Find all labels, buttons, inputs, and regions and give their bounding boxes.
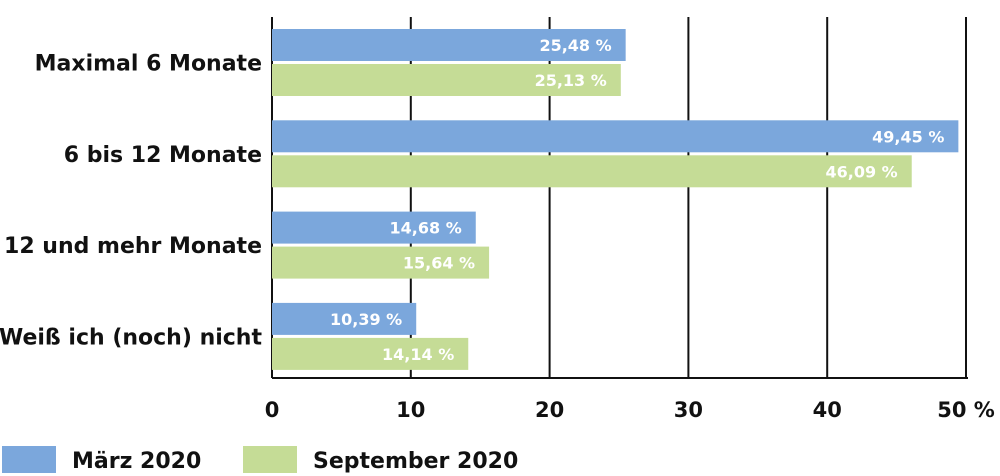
bar-maerz-2 xyxy=(272,211,476,244)
bar-september-0 xyxy=(272,64,621,96)
bar-maerz-3 xyxy=(272,302,417,335)
legend-label-1: September 2020 xyxy=(313,449,518,474)
legend-swatch-0 xyxy=(2,446,56,473)
bar-september-2 xyxy=(272,246,490,279)
bars xyxy=(272,29,959,370)
bar-label-maerz-2: 14,68 % xyxy=(390,219,462,238)
bar-label-maerz-1: 49,45 % xyxy=(872,127,944,146)
category-label-0: Maximal 6 Monate xyxy=(35,52,262,77)
tick-label-0: 0 xyxy=(265,398,280,422)
category-label-1: 6 bis 12 Monate xyxy=(64,143,262,168)
bar-label-maerz-0: 25,48 % xyxy=(539,36,611,55)
bar-maerz-0 xyxy=(272,29,626,61)
bar-september-1 xyxy=(272,155,912,188)
category-label-2: 12 und mehr Monate xyxy=(4,234,262,259)
category-labels: Maximal 6 Monate 6 bis 12 Monate 12 und me… xyxy=(0,52,262,351)
legend-swatch-1 xyxy=(243,446,297,473)
bar-september-3 xyxy=(272,337,469,370)
tick-labels: 0 10 20 30 40 50 % xyxy=(265,398,995,422)
bar-label-maerz-3: 10,39 % xyxy=(330,310,402,329)
bar-label-september-0: 25,13 % xyxy=(535,71,607,90)
bar-label-september-3: 14,14 % xyxy=(382,345,454,364)
tick-label-20: 20 xyxy=(535,398,564,422)
bar-labels: 25,48 % 25,13 % 49,45 % 46,09 % 14,68 % 15,64… xyxy=(330,36,944,364)
bar-label-september-2: 15,64 % xyxy=(403,254,475,273)
bar-maerz-1 xyxy=(272,120,959,153)
tick-label-40: 40 xyxy=(813,398,842,422)
tick-label-10: 10 xyxy=(396,398,425,422)
legend: März 2020 September 2020 xyxy=(2,446,518,474)
category-label-3: Weiß ich (noch) nicht xyxy=(0,325,262,350)
legend-label-0: März 2020 xyxy=(72,449,201,474)
tick-label-50: 50 % xyxy=(937,398,995,422)
bar-label-september-1: 46,09 % xyxy=(826,162,898,181)
tick-label-30: 30 xyxy=(674,398,703,422)
